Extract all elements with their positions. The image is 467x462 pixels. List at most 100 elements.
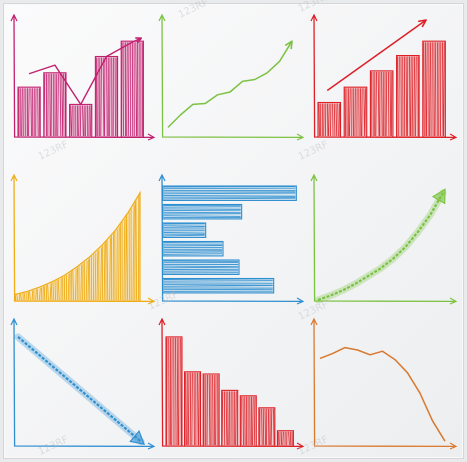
bar-hatching (163, 278, 273, 292)
bar-hatching (163, 241, 223, 255)
chart-1 (10, 13, 156, 141)
bar (369, 70, 394, 138)
y-axis-arrow (310, 13, 318, 22)
bar (258, 407, 276, 447)
x-axis-arrow (147, 297, 156, 305)
bar (162, 222, 207, 238)
x-axis-arrow (449, 297, 458, 305)
axis-line (313, 319, 456, 448)
bar-hatching (396, 56, 419, 137)
watermark: 123RF (37, 434, 71, 458)
chart-7 (10, 317, 156, 450)
bar (422, 40, 446, 138)
y-axis-arrow (10, 173, 18, 182)
watermark: 123RF (177, 0, 211, 21)
y-axis-arrow (10, 317, 18, 326)
paper-background (3, 3, 464, 459)
axis-line (313, 175, 456, 303)
series-line (319, 346, 446, 442)
bar-hatching (95, 57, 118, 137)
trend-arrow-head (418, 19, 427, 28)
arrow-body-hatching (317, 192, 444, 301)
bar-hatching (18, 88, 41, 137)
chart-6 (310, 173, 458, 305)
bar (162, 240, 224, 257)
overlay-line (28, 41, 133, 106)
bar-hatching (163, 204, 241, 219)
bar (276, 430, 294, 447)
bar (221, 389, 239, 447)
axis-line (161, 175, 303, 303)
chart-2 (158, 13, 305, 141)
y-axis-arrow (310, 173, 318, 182)
bar (202, 373, 220, 447)
chart-4 (10, 173, 156, 305)
bar (120, 40, 144, 138)
y-axis-arrow (310, 317, 318, 326)
bar (43, 72, 67, 138)
bar (184, 371, 202, 447)
bar-hatching (423, 42, 445, 137)
x-axis-arrow (296, 297, 305, 305)
bar (343, 86, 368, 138)
x-axis-arrow (296, 133, 305, 141)
x-axis-arrow (449, 442, 458, 450)
chart-8 (158, 317, 305, 450)
bar-hatching (318, 103, 341, 137)
bar (317, 101, 342, 138)
area-fill (14, 190, 141, 302)
bar-hatching (121, 42, 144, 137)
bar-hatching (344, 88, 367, 137)
bar-hatching (221, 391, 237, 446)
x-axis-arrow (449, 133, 458, 141)
x-axis-arrow (147, 133, 156, 141)
bar (17, 86, 41, 138)
chart-9 (310, 317, 458, 450)
series-arrow-head (284, 40, 293, 50)
bar-hatching (163, 186, 296, 200)
bar (239, 395, 257, 447)
bar-hatching (259, 408, 275, 446)
bar (162, 259, 240, 275)
watermark: 123RF (297, 434, 331, 458)
bar (162, 185, 297, 201)
bar-hatching (163, 260, 239, 274)
arrow-head (431, 188, 446, 205)
bar (94, 55, 119, 138)
watermark: 123RF (37, 139, 71, 163)
watermark: 123RF (297, 0, 331, 15)
overlay-arrow-head (135, 37, 143, 44)
x-axis-arrow (147, 442, 156, 450)
bar (165, 336, 183, 447)
y-axis-arrow (10, 13, 18, 22)
y-axis-arrow (158, 13, 166, 22)
axis-line (161, 15, 303, 139)
bar-hatching (163, 223, 205, 237)
bar-hatching (70, 105, 92, 137)
arrow-head (129, 429, 145, 446)
bar-hatching (277, 431, 293, 446)
arrow-body-fill (14, 333, 145, 446)
arrow-body-fill (314, 189, 447, 304)
chart-5 (158, 173, 305, 305)
trend-arrow-line (326, 19, 427, 92)
bar (396, 54, 420, 138)
axis-line (13, 319, 154, 448)
bar-hatching (240, 396, 256, 446)
bar (162, 277, 275, 294)
x-axis-arrow (296, 442, 305, 450)
series-line (167, 40, 293, 128)
y-axis-arrow (158, 173, 166, 182)
bar-hatching (203, 374, 219, 446)
bar-hatching (43, 73, 66, 137)
y-axis-arrow (158, 317, 166, 326)
bar (162, 203, 243, 220)
bar-outline (162, 203, 243, 220)
watermark: 123RF (297, 139, 331, 163)
bar-hatching (370, 71, 393, 137)
chart-3 (310, 13, 458, 141)
bar (69, 103, 93, 138)
area-hatching (14, 196, 140, 301)
